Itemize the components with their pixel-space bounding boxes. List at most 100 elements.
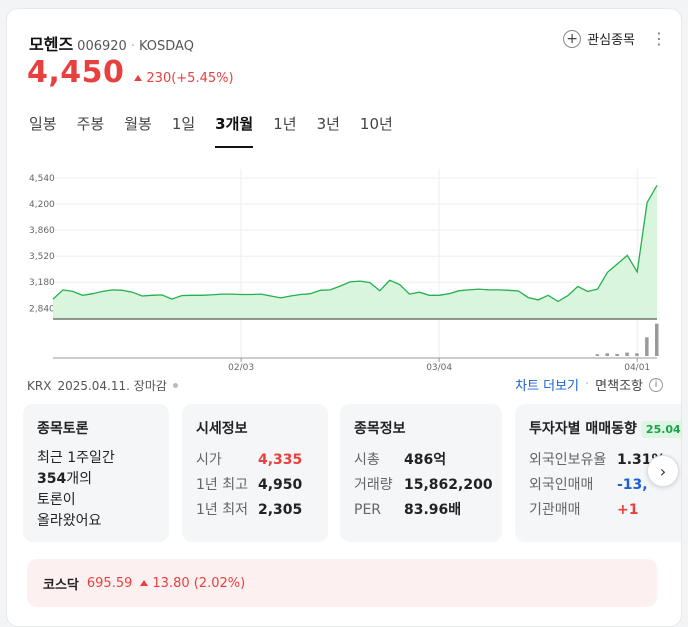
info-key: PER <box>354 502 382 518</box>
quote-title: 시세정보 <box>196 421 248 437</box>
info-icon[interactable]: i <box>649 377 663 392</box>
tab-weekly[interactable]: 주봉 <box>76 115 105 133</box>
more-options-icon[interactable]: ⋮ <box>651 28 667 48</box>
info-card[interactable]: 종목정보 시총 486억 거래량 15,862,200 PER 83.96배 <box>340 404 502 542</box>
quote-key: 1년 최고 <box>196 477 248 493</box>
investor-value: -13, <box>617 477 648 493</box>
volume-bar <box>605 353 609 356</box>
tab-1year[interactable]: 1년 <box>273 115 297 133</box>
quote-value: 4,950 <box>258 477 303 493</box>
volume-bar <box>635 353 639 356</box>
x-tick-label: 04/01 <box>624 363 650 373</box>
price-change: 230(+5.45%) <box>134 71 234 86</box>
index-change-value: 13.80 (2.02%) <box>152 575 246 591</box>
summary-cards: 종목토론 최근 1주일간 354개의 토론이 올라왔어요 시세정보 시가 4,33… <box>23 404 681 544</box>
investor-title: 투자자별 매매동향 <box>529 421 637 437</box>
volume-bar <box>645 337 649 356</box>
x-tick-label: 03/04 <box>426 363 452 373</box>
chevron-right-icon: › <box>659 461 667 481</box>
forum-text: 최근 1주일간 354개의 토론이 올라왔어요 <box>37 448 155 532</box>
info-value: 15,862,200 <box>404 477 493 493</box>
investor-date-badge: 25.04. <box>640 420 681 438</box>
investor-row-foreign-trade: 외국인매매 -13, <box>529 473 681 498</box>
forum-line2: 개의 <box>66 471 92 487</box>
quote-row-high: 1년 최고 4,950 <box>196 473 314 498</box>
period-tabs: 일봉 주봉 월봉 1일 3개월 1년 3년 10년 <box>29 113 413 148</box>
up-arrow-icon <box>140 579 149 586</box>
volume-bar <box>655 323 659 356</box>
price-row: 4,450 230(+5.45%) <box>27 55 234 90</box>
forum-line1: 최근 1주일간 <box>37 450 115 466</box>
info-row-cap: 시총 486억 <box>354 448 488 473</box>
tab-10years[interactable]: 10년 <box>359 115 393 133</box>
watch-area: + 관심종목 ⋮ <box>563 28 667 48</box>
chart-meta: KRX 2025.04.11. 장마감 <box>27 377 178 394</box>
stock-card: 모헨즈 006920 · KOSDAQ + 관심종목 ⋮ 4,450 230(+… <box>6 8 682 627</box>
y-tick-label: 4,540 <box>29 174 55 184</box>
stock-name[interactable]: 모헨즈 <box>29 35 74 54</box>
index-value: 695.59 <box>86 575 133 591</box>
tab-3months[interactable]: 3개월 <box>215 113 254 148</box>
forum-card[interactable]: 종목토론 최근 1주일간 354개의 토론이 올라왔어요 <box>23 404 169 542</box>
quote-row-open: 시가 4,335 <box>196 448 314 473</box>
chart-links: 차트 더보기 · 면책조항 i <box>515 375 663 394</box>
x-tick-label: 02/03 <box>228 363 254 373</box>
tab-3years[interactable]: 3년 <box>316 115 340 133</box>
price-chart-svg: 4,540 4,200 3,860 3,520 3,180 2,840 02/03 03/04… <box>29 169 659 373</box>
tab-1day[interactable]: 1일 <box>171 115 196 133</box>
link-separator: · <box>585 377 590 392</box>
quote-card[interactable]: 시세정보 시가 4,335 1년 최고 4,950 1년 최저 2,305 <box>182 404 328 542</box>
price-chart[interactable]: 4,540 4,200 3,860 3,520 3,180 2,840 02/03 03/04… <box>7 159 681 374</box>
kosdaq-index-bar[interactable]: 코스닥 695.59 13.80 (2.02%) <box>27 559 657 607</box>
watchlist-label: 관심종목 <box>587 33 635 48</box>
exchange-label: KRX <box>27 378 52 393</box>
volume-bar <box>615 353 619 356</box>
current-price: 4,450 <box>27 55 125 90</box>
separator-dot: · <box>130 39 135 54</box>
forum-title: 종목토론 <box>37 421 89 437</box>
chart-more-link[interactable]: 차트 더보기 <box>515 379 580 394</box>
info-key: 거래량 <box>354 477 393 493</box>
y-tick-label: 4,200 <box>29 200 55 210</box>
info-value: 83.96배 <box>404 502 462 518</box>
quote-value: 4,335 <box>258 452 303 468</box>
tab-monthly[interactable]: 월봉 <box>124 115 152 133</box>
quote-key: 1년 최저 <box>196 502 248 518</box>
investor-key: 기관매매 <box>529 502 581 518</box>
plus-icon: + <box>563 29 582 48</box>
trade-date: 2025.04.11. 장마감 <box>57 379 167 393</box>
price-line <box>52 184 658 303</box>
quote-value: 2,305 <box>258 502 303 518</box>
status-dot-icon <box>172 383 178 388</box>
index-change: 13.80 (2.02%) <box>140 576 245 591</box>
info-key: 시총 <box>354 452 380 468</box>
y-tick-label: 3,180 <box>29 278 55 288</box>
y-tick-label: 3,860 <box>29 226 55 236</box>
info-row-volume: 거래량 15,862,200 <box>354 473 493 498</box>
investor-key: 외국인보유율 <box>529 452 607 468</box>
volume-bar <box>595 354 600 356</box>
volume-bar <box>625 352 629 356</box>
tab-daily[interactable]: 일봉 <box>29 115 57 133</box>
stock-code: 006920 <box>77 39 127 54</box>
investor-title-row: 투자자별 매매동향 25.04. <box>529 418 681 438</box>
price-area <box>53 185 657 319</box>
add-watchlist-button[interactable]: + 관심종목 <box>563 29 635 48</box>
stock-market: KOSDAQ <box>138 39 194 54</box>
index-name: 코스닥 <box>43 577 79 593</box>
investor-row-institution: 기관매매 +1 <box>529 498 681 523</box>
y-tick-label: 2,840 <box>29 304 55 314</box>
next-cards-button[interactable]: › <box>647 455 679 487</box>
info-value: 486억 <box>404 452 447 468</box>
disclaimer-link[interactable]: 면책조항 <box>595 379 643 394</box>
up-arrow-icon <box>134 75 143 81</box>
y-tick-label: 3,520 <box>29 252 55 262</box>
stock-header: 모헨즈 006920 · KOSDAQ <box>29 31 194 55</box>
investor-value: +1 <box>617 502 639 518</box>
info-title: 종목정보 <box>354 421 406 437</box>
quote-key: 시가 <box>196 452 222 468</box>
forum-line3: 토론이 <box>37 492 76 508</box>
forum-count-line: 354개의 <box>37 469 155 490</box>
info-row-per: PER 83.96배 <box>354 498 488 523</box>
forum-count: 354 <box>37 471 67 487</box>
